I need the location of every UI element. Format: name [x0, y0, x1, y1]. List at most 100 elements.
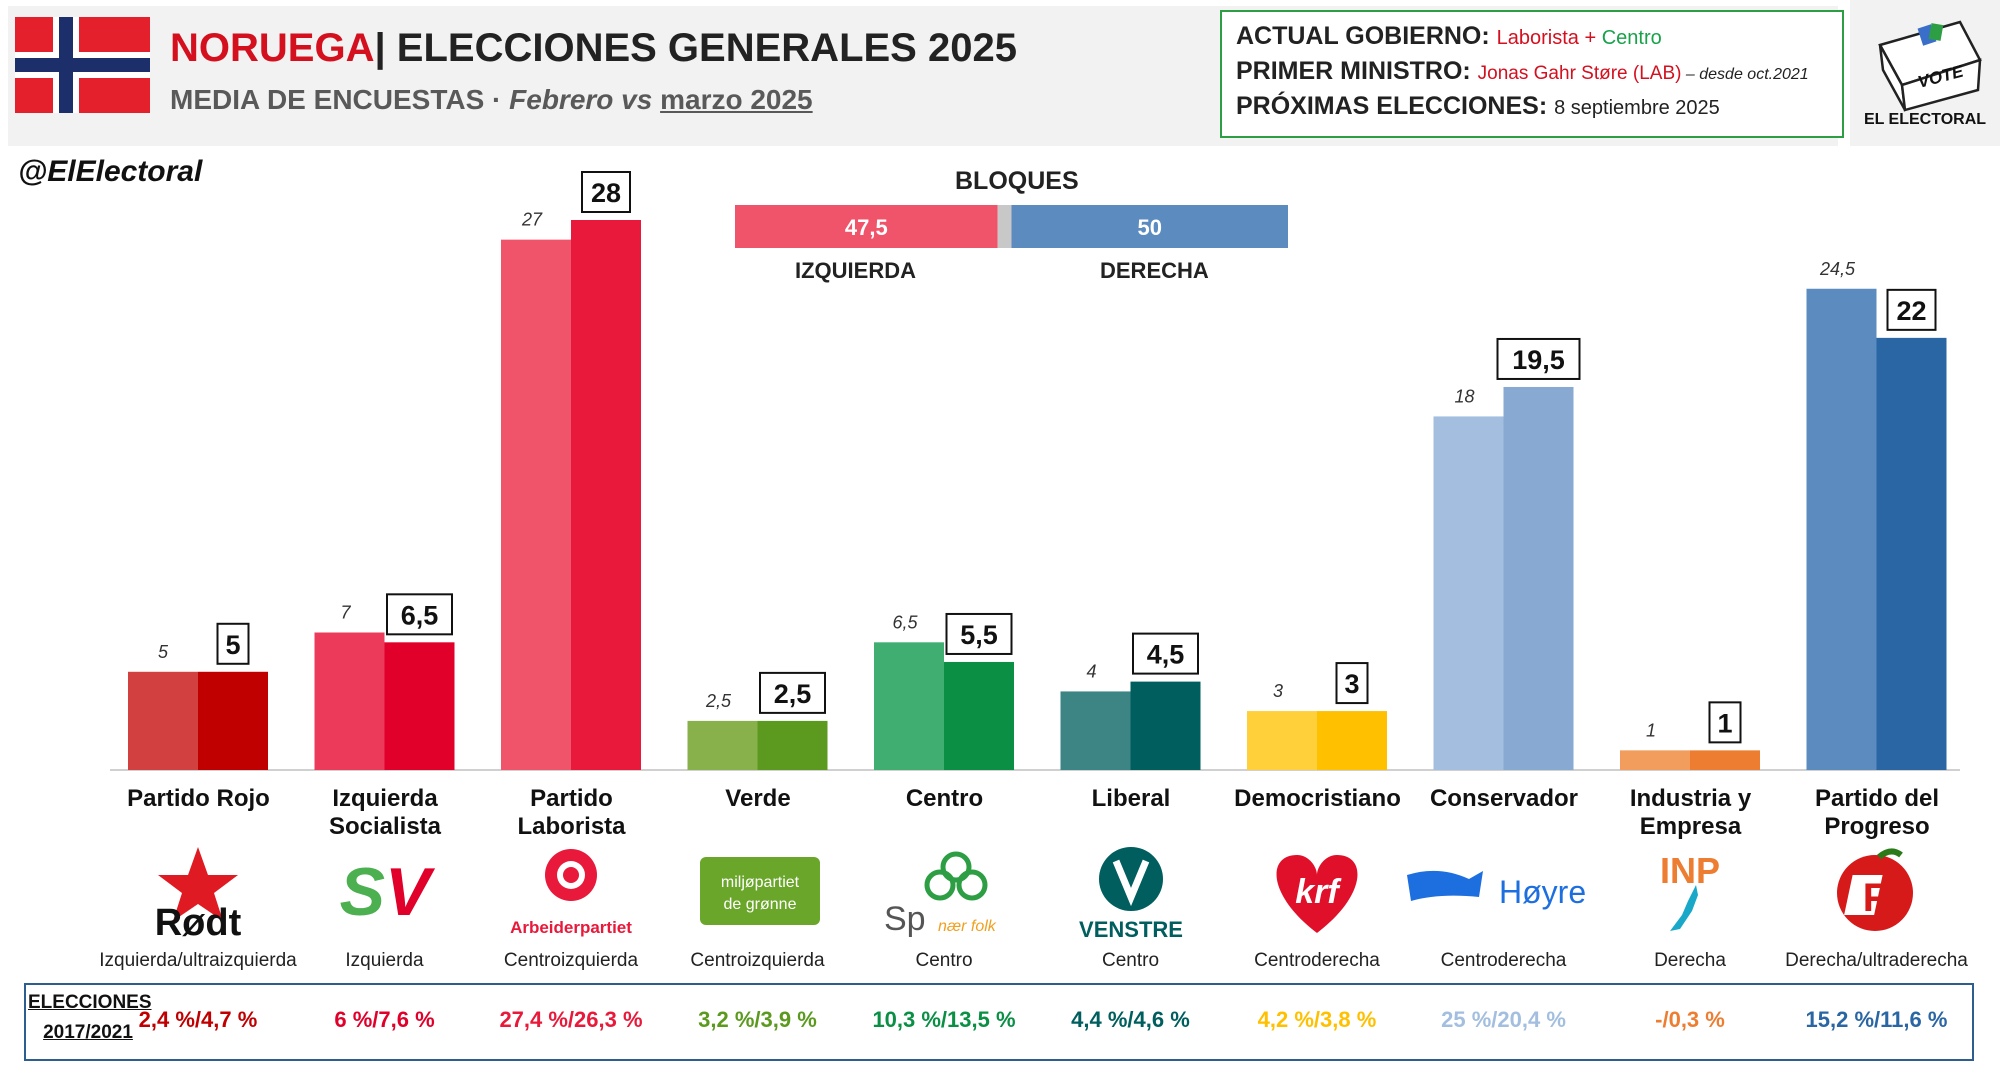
bar-mar	[1503, 386, 1574, 770]
bar-feb	[1247, 711, 1317, 770]
next-election-row: PRÓXIMAS ELECCIONES: 8 septiembre 2025	[1236, 92, 1720, 120]
bar-feb	[314, 632, 385, 770]
feb-value-label: 18	[1454, 386, 1474, 406]
party-name-label: Partido Laborista	[517, 785, 626, 840]
svg-text:SV: SV	[295, 845, 317, 849]
feb-value-label: 3	[1273, 681, 1283, 701]
party-ideology: Centro	[915, 950, 973, 971]
past-elections-box	[24, 983, 1974, 1061]
party-name-label: Democristiano	[1234, 785, 1401, 812]
party-logo: INP	[1600, 845, 1780, 940]
past-election-result: 6 %/7,6 %	[334, 1007, 435, 1032]
party-logo: Rødt	[108, 845, 288, 944]
party-ideology: Izquierda	[345, 950, 424, 971]
party-ideology: Centroizquierda	[503, 950, 639, 971]
party-name-label: Conservador	[1429, 785, 1579, 812]
social-handle: @ElElectoral	[18, 155, 203, 188]
svg-text:nær folk: nær folk	[938, 918, 997, 935]
feb-value-label: 6,5	[892, 612, 918, 632]
mar-value-label: 5,5	[960, 620, 998, 650]
svg-text:Høyre: Høyre	[1499, 874, 1586, 910]
bar-mar	[757, 720, 828, 770]
party-ideology: Centroderecha	[1440, 950, 1567, 971]
mar-value-box	[1496, 337, 1581, 380]
mar-value-box	[1132, 632, 1199, 675]
bar-mar	[198, 671, 268, 770]
bar-mar	[1690, 750, 1760, 770]
svg-text:Sp: Sp	[884, 900, 926, 938]
bar-feb	[874, 642, 944, 770]
svg-text:miljøpartiet: miljøpartiet	[720, 874, 799, 891]
mar-value-box	[216, 622, 250, 665]
past-election-result: 27,4 %/26,3 %	[499, 1007, 643, 1032]
feb-value-label: 2,5	[705, 691, 732, 711]
party-logo: F	[1787, 845, 1967, 940]
page-subtitle: MEDIA DE ENCUESTAS · Febrero vs marzo 20…	[170, 84, 813, 115]
party-ideology: Derecha	[1654, 950, 1726, 971]
party-name-label: Centro	[905, 785, 984, 812]
mar-value-label: 22	[1896, 296, 1926, 326]
svg-text:de grønne: de grønne	[723, 896, 796, 913]
feb-value-label: 7	[340, 603, 351, 623]
svg-text:F: F	[1862, 876, 1886, 920]
svg-text:INP: INP	[1660, 850, 1720, 891]
past-election-result: 3,2 %/3,9 %	[698, 1007, 817, 1032]
mar-value-label: 5	[225, 630, 240, 660]
mar-value-label: 2,5	[774, 679, 812, 709]
page-title: NORUEGA| ELECCIONES GENERALES 2025	[170, 26, 1017, 70]
mar-value-label: 6,5	[401, 600, 439, 630]
feb-value-label: 24,5	[1819, 259, 1856, 279]
party-name-label: Izquierda Socialista	[328, 785, 442, 840]
mar-value-label: 1	[1717, 708, 1732, 738]
logo-brand-text: EL ELECTORAL	[1864, 111, 1986, 128]
past-election-result: 15,2 %/11,6 %	[1805, 1007, 1948, 1032]
past-elections-label: ELECCIONES 2017/2021	[28, 992, 152, 1043]
feb-value-label: 5	[158, 642, 169, 662]
bar-feb	[1433, 416, 1504, 770]
past-election-result: 25 %/20,4 %	[1441, 1007, 1566, 1032]
mar-value-box	[1886, 288, 1937, 331]
bar-mar	[384, 642, 455, 770]
bar-feb	[501, 239, 571, 771]
feb-value-label: 27	[521, 210, 543, 230]
party-logo: krf	[1227, 845, 1407, 940]
party-name-label: Liberal	[1091, 785, 1171, 812]
bar-mar	[571, 220, 641, 770]
svg-text:VENSTRE: VENSTRE	[1079, 917, 1183, 940]
mar-value-box	[1708, 701, 1742, 744]
mar-value-label: 19,5	[1512, 345, 1565, 375]
gov-row: ACTUAL GOBIERNO: Laborista + Centro	[1236, 22, 1662, 50]
svg-text:Rødt: Rødt	[155, 902, 242, 940]
past-election-result: -/0,3 %	[1655, 1007, 1725, 1032]
party-ideology: Centroderecha	[1254, 950, 1380, 971]
norway-flag	[15, 17, 150, 113]
party-ideology: Centro	[1101, 950, 1160, 971]
mar-value-box	[759, 671, 826, 714]
bar-mar	[1876, 337, 1947, 770]
party-name-label: Partido del Progreso	[1814, 785, 1940, 840]
bar-feb	[1620, 750, 1690, 770]
bar-feb	[687, 720, 758, 770]
bar-mar	[1130, 681, 1201, 770]
bar-feb	[1806, 288, 1877, 770]
past-election-result: 4,2 %/3,8 %	[1257, 1007, 1377, 1032]
party-logo: Arbeiderpartiet	[481, 845, 661, 940]
party-ideology: Izquierda/ultraizquierda	[99, 950, 297, 971]
mar-value-box	[945, 612, 1013, 655]
bar-mar	[1317, 711, 1387, 770]
bloc-left-value: 47,5	[845, 215, 888, 240]
mar-value-box	[386, 593, 453, 636]
past-election-result: 2,4 %/4,7 %	[138, 1007, 258, 1032]
party-name-label: Partido Rojo	[127, 785, 270, 812]
party-name-label: Verde	[725, 785, 791, 812]
party-logo: VENSTRE	[1041, 845, 1221, 942]
blocs-title: BLOQUES	[955, 167, 1079, 195]
svg-text:krf: krf	[1295, 873, 1342, 911]
party-logo: miljøpartiet de grønne miljøpartiet de grø…	[668, 845, 848, 940]
party-logo: Sp nær folk	[854, 845, 1034, 940]
bloc-left-label: IZQUIERDA	[795, 258, 916, 283]
bar-mar	[944, 661, 1014, 770]
bloc-gap-bar	[997, 205, 1012, 248]
party-logo: SV SV	[295, 845, 475, 940]
